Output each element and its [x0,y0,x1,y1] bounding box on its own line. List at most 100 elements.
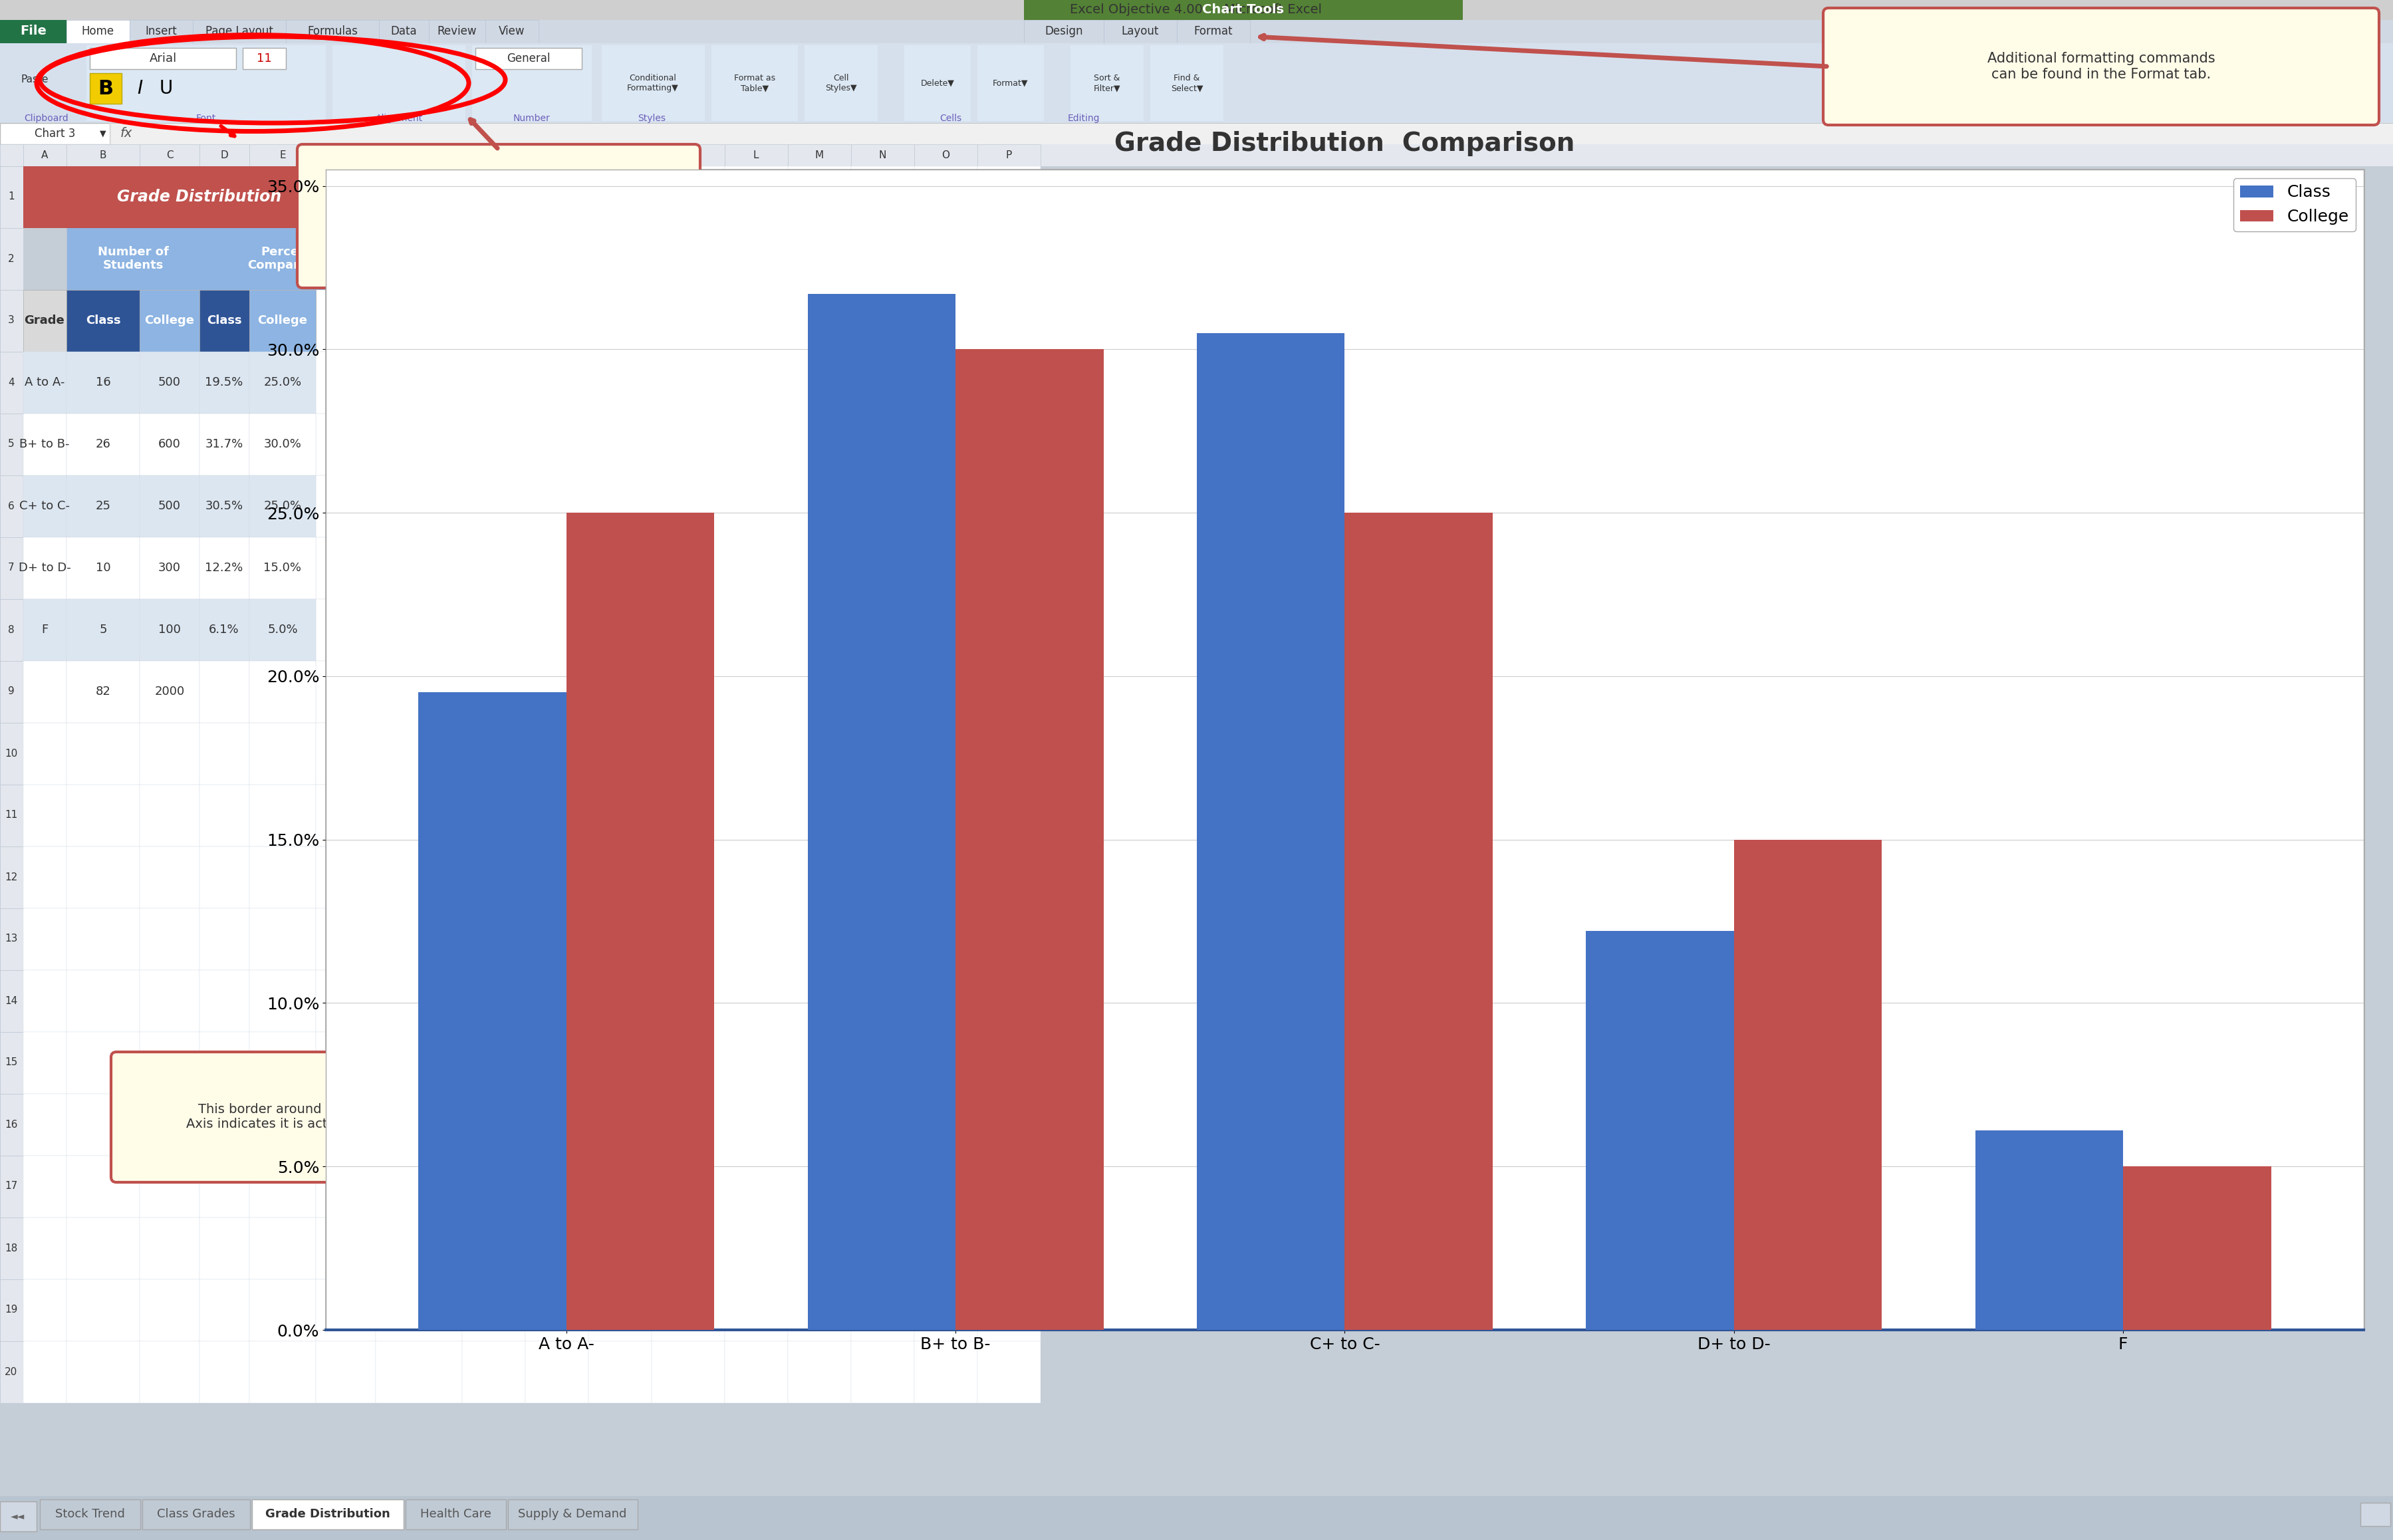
Bar [316,970,376,1032]
Bar [462,166,526,228]
Text: 9: 9 [7,687,14,696]
Bar [787,166,852,228]
Text: U: U [160,79,172,97]
Bar [914,847,976,909]
Bar [91,72,122,103]
Bar [67,351,139,414]
Bar [249,414,316,476]
Bar [914,1155,976,1218]
Bar [199,414,249,476]
Bar [462,1218,526,1280]
Text: Class: Class [86,314,120,326]
Bar [242,48,285,69]
Text: 25: 25 [96,500,110,511]
Bar [976,537,1041,599]
Text: Formulas: Formulas [306,25,357,37]
Bar [67,537,139,599]
Bar [589,847,651,909]
Bar [0,476,24,537]
Bar [24,1218,67,1280]
Text: Class Grades: Class Grades [158,1508,235,1520]
Bar [24,414,67,476]
Bar [24,1280,67,1341]
Bar [651,351,725,414]
Text: 3: 3 [7,316,14,325]
Bar [199,351,249,414]
Bar [651,970,725,1032]
Bar [526,290,589,351]
Bar [526,351,589,414]
Text: Supply & Demand: Supply & Demand [519,1508,627,1520]
Bar [139,537,199,599]
Bar [852,290,914,351]
Bar [139,476,199,537]
Bar [526,1341,589,1403]
Bar [725,847,787,909]
Bar [67,1093,139,1155]
Bar [976,909,1041,970]
Bar [376,476,462,537]
Bar [199,290,249,351]
Text: Any of these formatting
commands can be applied
to the X and Y Axis.: Any of these formatting commands can be … [414,196,584,237]
Bar [0,351,24,414]
Bar [526,909,589,970]
Bar [651,166,725,228]
Bar [914,661,976,722]
Bar [24,784,67,847]
Bar [376,1280,462,1341]
Text: L: L [754,149,759,160]
Text: 16: 16 [96,376,110,388]
Bar [462,909,526,970]
Bar [976,228,1041,290]
Text: Paste: Paste [22,75,48,85]
Text: Editing: Editing [1067,114,1101,123]
Bar [526,970,589,1032]
Bar [316,1218,376,1280]
Bar [787,1093,852,1155]
Bar [462,228,526,290]
Text: 11: 11 [5,810,17,821]
Bar [1024,20,1103,43]
Bar [462,970,526,1032]
Bar [725,1032,787,1093]
Text: E: E [280,149,285,160]
Bar [1345,513,1493,1331]
Bar [67,909,139,970]
Bar [852,847,914,909]
Text: File: File [19,25,45,37]
Bar [651,722,725,784]
Bar [725,599,787,661]
Bar [24,599,67,661]
Bar [24,1093,67,1155]
Text: Find &
Select▼: Find & Select▼ [1170,74,1204,92]
Bar [139,414,199,476]
Bar [249,228,316,290]
Text: Excel Objective 4.00  -  Microsoft Excel: Excel Objective 4.00 - Microsoft Excel [1070,3,1323,17]
Bar [526,1218,589,1280]
Text: Clipboard: Clipboard [24,114,69,123]
Text: J: J [617,149,622,160]
Text: Cell
Styles▼: Cell Styles▼ [826,74,857,92]
Bar [67,599,139,661]
Text: 13: 13 [5,933,17,944]
Bar [316,847,376,909]
Bar [316,661,376,722]
Bar [376,847,462,909]
Text: 19.5%: 19.5% [206,376,244,388]
Bar [67,847,139,909]
Text: 2: 2 [7,254,14,263]
Bar [376,290,462,351]
Bar [199,145,249,166]
Text: Grade: Grade [24,314,65,326]
Bar [0,20,2393,43]
Bar [589,970,651,1032]
Text: 25.0%: 25.0% [263,500,302,511]
Bar [0,20,67,43]
Bar [1735,839,1881,1331]
Bar [139,290,199,351]
Bar [462,351,526,414]
Bar [199,909,249,970]
Bar [139,661,199,722]
Bar [86,45,325,122]
Text: Format: Format [1194,25,1232,37]
